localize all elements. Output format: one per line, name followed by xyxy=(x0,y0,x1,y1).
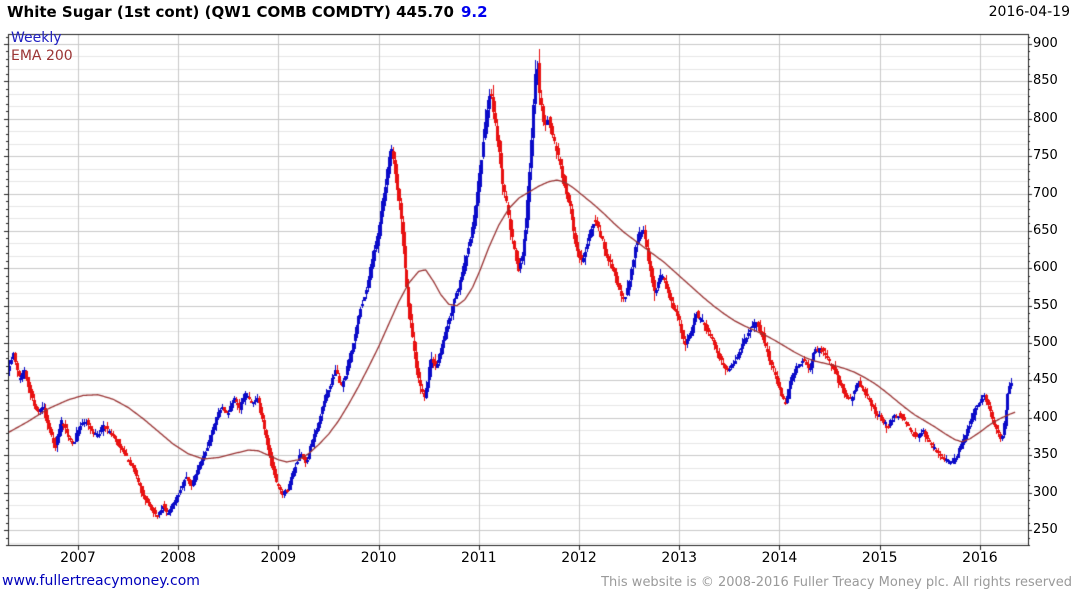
chart-date: 2016-04-19 xyxy=(988,4,1070,20)
website-link[interactable]: www.fullertreacymoney.com xyxy=(2,573,200,589)
chart-title: White Sugar (1st cont) (QW1 COMB COMDTY)… xyxy=(7,3,488,21)
x-tick-label: 2008 xyxy=(160,550,196,566)
x-tick-label: 2016 xyxy=(962,550,998,566)
y-tick-label: 250 xyxy=(1033,522,1058,538)
x-tick-label: 2011 xyxy=(460,550,497,566)
y-tick-label: 800 xyxy=(1033,110,1058,126)
y-tick-label: 350 xyxy=(1033,447,1058,463)
y-tick-label: 750 xyxy=(1033,148,1058,164)
y-tick-label: 850 xyxy=(1033,73,1058,89)
y-tick-label: 550 xyxy=(1033,297,1058,313)
x-tick-label: 2009 xyxy=(260,550,297,566)
legend-ema-label: EMA 200 xyxy=(11,48,73,64)
y-tick-label: 700 xyxy=(1033,185,1058,201)
y-tick-label: 400 xyxy=(1033,409,1058,425)
price-change-value: 9.2 xyxy=(460,3,488,21)
x-tick-label: 2007 xyxy=(60,550,96,566)
y-tick-label: 600 xyxy=(1033,260,1058,276)
x-tick-label: 2015 xyxy=(861,550,898,566)
x-tick-label: 2014 xyxy=(761,550,798,566)
y-tick-label: 450 xyxy=(1033,372,1058,388)
y-tick-label: 500 xyxy=(1033,335,1058,351)
chart-title-text: White Sugar (1st cont) (QW1 COMB COMDTY)… xyxy=(7,3,454,21)
x-tick-label: 2012 xyxy=(561,550,597,566)
copyright-notice: This website is © 2008-2016 Fuller Treac… xyxy=(601,575,1072,590)
legend-timeframe-label: Weekly xyxy=(11,30,62,46)
y-tick-label: 900 xyxy=(1033,36,1058,52)
x-tick-label: 2013 xyxy=(661,550,698,566)
x-tick-label: 2010 xyxy=(360,550,397,566)
y-tick-label: 650 xyxy=(1033,222,1058,238)
y-tick-label: 300 xyxy=(1033,484,1058,500)
